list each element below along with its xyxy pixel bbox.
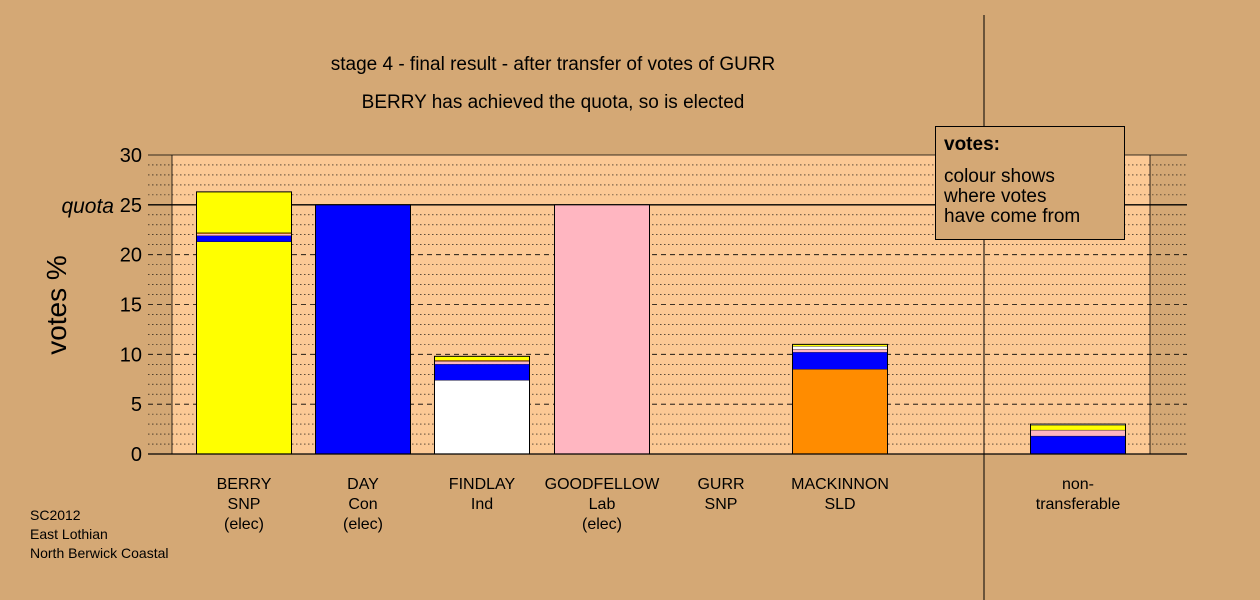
bar-non-: [1030, 423, 1126, 455]
category-label-party: SNP: [227, 496, 261, 513]
bar-segment: [315, 204, 411, 455]
bar-segment: [196, 241, 292, 455]
footer: SC2012 East Lothian North Berwick Coasta…: [30, 506, 169, 563]
bar-mackinnon: [792, 343, 888, 455]
y-tick-label: 15: [120, 295, 142, 317]
category-label: DAY Con (elec): [293, 475, 433, 535]
category-label-name: MACKINNON: [791, 476, 889, 493]
footer-line: SC2012: [30, 507, 81, 523]
bar-segment: [196, 235, 292, 242]
bar-segment: [196, 233, 292, 236]
category-label-status: (elec): [581, 516, 622, 533]
category-label: non-transferable: [1008, 475, 1148, 515]
bar-segment: [1030, 424, 1126, 431]
y-tick-label: 30: [120, 145, 142, 167]
bar-berry: [196, 191, 292, 455]
legend-line: where votes: [944, 186, 1047, 207]
y-tick-label: 10: [120, 344, 142, 366]
y-tick-label: 0: [131, 444, 142, 466]
y-tick-labels: 0 5 10 15 20 25 30 quota: [61, 145, 142, 466]
y-axis-label: votes %: [41, 255, 72, 355]
category-label: GURR SNP: [651, 475, 791, 515]
bars: [196, 191, 1126, 455]
bar-segment: [434, 364, 530, 381]
bar-segment: [792, 349, 888, 353]
bar-day: [315, 204, 411, 455]
quota-label: quota: [61, 195, 114, 218]
bar-goodfellow: [554, 204, 650, 455]
category-label-status: (elec): [223, 516, 264, 533]
chart-title: stage 4 - final result - after transfer …: [330, 54, 776, 75]
bar-segment: [792, 369, 888, 455]
category-label-party: Lab: [588, 496, 616, 513]
category-label-party: Ind: [470, 496, 494, 513]
category-label-party: transferable: [1035, 496, 1121, 513]
bar-segment: [196, 191, 292, 233]
legend-title: votes:: [944, 134, 1000, 155]
footer-line: North Berwick Coastal: [30, 545, 169, 561]
legend: votes: colour shows where votes have com…: [935, 126, 1125, 240]
footer-line: East Lothian: [30, 526, 108, 542]
bar-segment: [1030, 429, 1126, 437]
category-label-name: BERRY: [216, 476, 272, 493]
y-tick-label: 20: [120, 245, 142, 267]
category-label-name: GURR: [697, 476, 745, 493]
category-label-name: FINDLAY: [448, 476, 516, 493]
bar-segment: [434, 380, 530, 455]
category-label: GOODFELLOW Lab (elec): [532, 475, 672, 535]
axes: [148, 15, 1187, 600]
category-label: MACKINNON SLD: [770, 475, 910, 515]
legend-line: have come from: [944, 206, 1081, 227]
bar-findlay: [434, 355, 530, 455]
bar-segment: [434, 361, 530, 365]
bar-segment: [792, 352, 888, 370]
category-label-status: (elec): [342, 516, 383, 533]
category-label: FINDLAY Ind: [412, 475, 552, 515]
category-label-party: SNP: [704, 496, 738, 513]
y-tick-label: 5: [131, 394, 142, 416]
legend-line: colour shows: [944, 166, 1055, 187]
category-label: BERRY SNP (elec): [174, 475, 314, 535]
category-label-party: Con: [348, 496, 378, 513]
category-label-party: SLD: [824, 496, 856, 513]
category-label-name: DAY: [347, 476, 379, 493]
category-label-name: GOODFELLOW: [544, 476, 660, 493]
y-tick-label: 25: [120, 195, 142, 217]
chart-subtitle: BERRY has achieved the quota, so is elec…: [361, 92, 745, 113]
bar-segment: [434, 356, 530, 361]
bar-segment: [1030, 435, 1126, 455]
category-label-name: non-: [1061, 476, 1095, 493]
bar-segment: [792, 346, 888, 350]
bar-segment: [554, 204, 650, 455]
